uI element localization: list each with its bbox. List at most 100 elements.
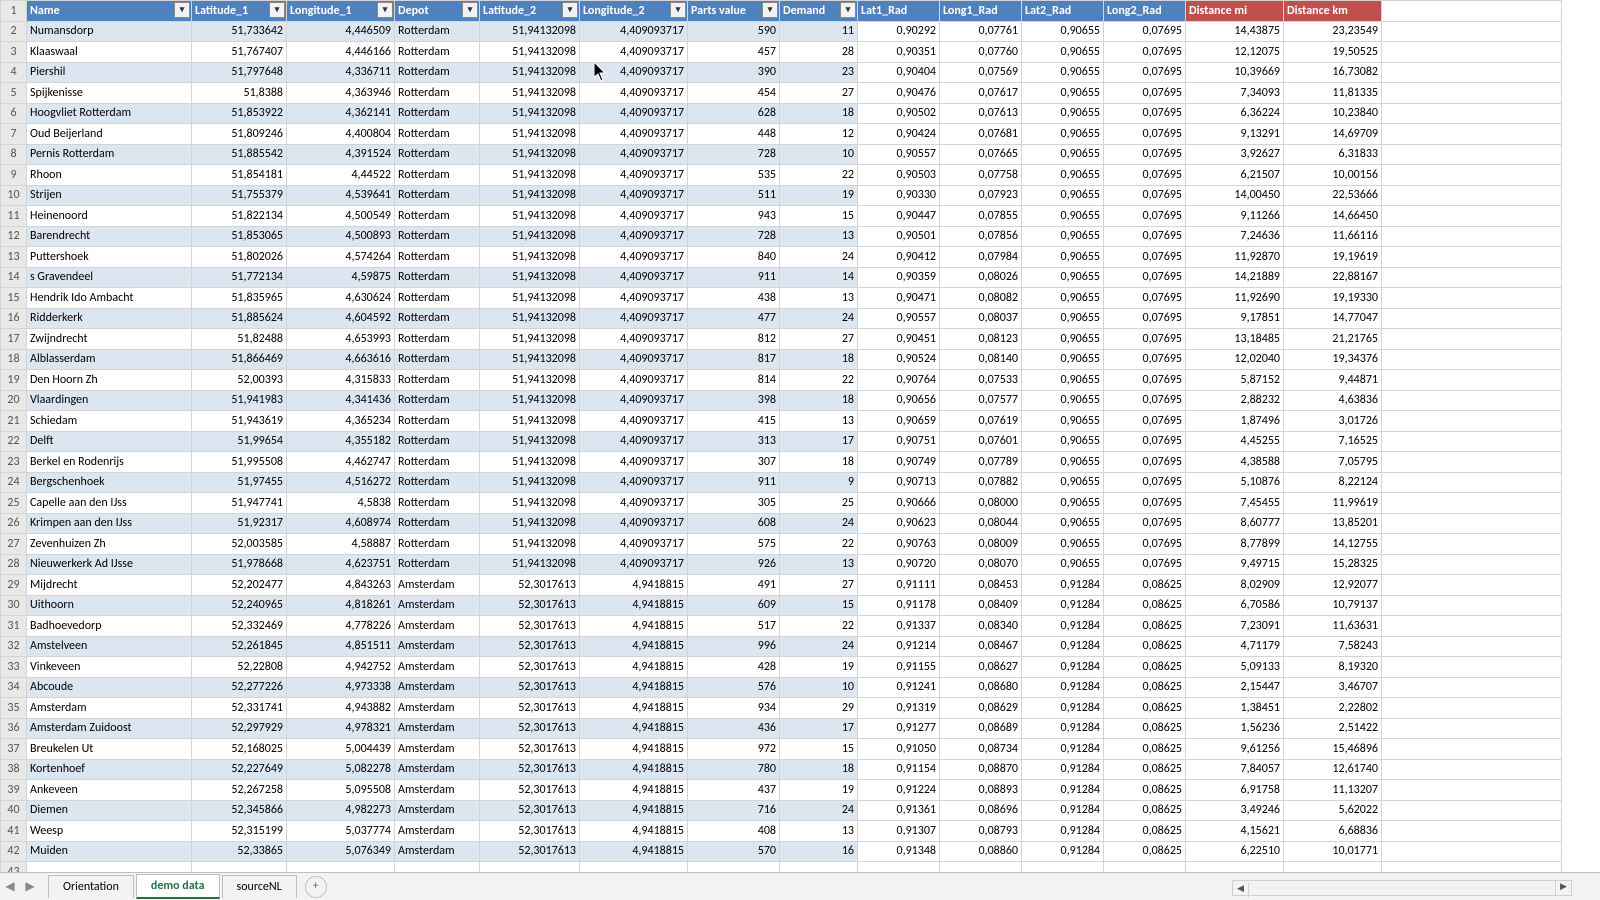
cell-lat2[interactable]: 52,3017613	[480, 677, 580, 698]
cell-lon1r[interactable]: 0,08680	[940, 677, 1022, 698]
cell-depot[interactable]: Amsterdam	[395, 800, 480, 821]
cell-lon1[interactable]: 4,341436	[287, 390, 395, 411]
cell-name[interactable]: Oud Beijerland	[27, 124, 192, 145]
cell-lon1r[interactable]: 0,08627	[940, 657, 1022, 678]
cell-depot[interactable]: Rotterdam	[395, 267, 480, 288]
row-header[interactable]: 26	[1, 513, 27, 534]
cell-lon2r[interactable]: 0,07695	[1104, 349, 1186, 370]
cell-demand[interactable]: 17	[780, 718, 858, 739]
cell-lat2r[interactable]: 0,90655	[1022, 534, 1104, 555]
cell-lat2r[interactable]: 0,90655	[1022, 165, 1104, 186]
cell-lat1r[interactable]: 0,90351	[858, 42, 940, 63]
cell-lat2r[interactable]: 0,90655	[1022, 21, 1104, 42]
cell-lon2r[interactable]: 0,07695	[1104, 554, 1186, 575]
cell-demand[interactable]: 24	[780, 636, 858, 657]
cell-lon2[interactable]: 4,9418815	[580, 616, 688, 637]
cell-demand[interactable]: 15	[780, 595, 858, 616]
cell-lat1[interactable]: 51,853065	[192, 226, 287, 247]
cell-lat1r[interactable]: 0,90751	[858, 431, 940, 452]
table-row[interactable]: 34Abcoude52,2772264,973338Amsterdam52,30…	[1, 677, 1562, 698]
cell-lon1r[interactable]: 0,08629	[940, 698, 1022, 719]
cell-lon1[interactable]: 4,462747	[287, 452, 395, 473]
cell-parts[interactable]: 812	[688, 329, 780, 350]
cell-lon1[interactable]: 4,362141	[287, 103, 395, 124]
row-header[interactable]: 12	[1, 226, 27, 247]
row-header[interactable]: 4	[1, 62, 27, 83]
cell-lon2r[interactable]: 0,07695	[1104, 308, 1186, 329]
cell-dkm[interactable]: 3,46707	[1284, 677, 1382, 698]
cell-dkm[interactable]: 7,16525	[1284, 431, 1382, 452]
cell-lat2[interactable]: 52,3017613	[480, 616, 580, 637]
cell-dkm[interactable]: 3,01726	[1284, 411, 1382, 432]
cell-lon1[interactable]: 4,851511	[287, 636, 395, 657]
cell-lat1r[interactable]: 0,90656	[858, 390, 940, 411]
cell-depot[interactable]: Rotterdam	[395, 411, 480, 432]
row-header[interactable]: 22	[1, 431, 27, 452]
cell-lon2[interactable]: 4,409093717	[580, 165, 688, 186]
cell-lon2[interactable]: 4,9418815	[580, 718, 688, 739]
table-row[interactable]: 21Schiedam51,9436194,365234Rotterdam51,9…	[1, 411, 1562, 432]
cell-lat2[interactable]: 51,94132098	[480, 165, 580, 186]
cell-lon1[interactable]: 5,037774	[287, 821, 395, 842]
grid-area[interactable]: 1 NameLatitude_1Longitude_1DepotLatitude…	[0, 0, 1600, 872]
table-row[interactable]: 5Spijkenisse51,83884,363946Rotterdam51,9…	[1, 83, 1562, 104]
cell-lon2r[interactable]: 0,07695	[1104, 267, 1186, 288]
cell-dmi[interactable]: 11,92690	[1186, 288, 1284, 309]
cell-lon1r[interactable]: 0,08140	[940, 349, 1022, 370]
cell-name[interactable]: Ankeveen	[27, 780, 192, 801]
cell-lat1r[interactable]: 0,90720	[858, 554, 940, 575]
cell-lat2r[interactable]: 0,90655	[1022, 390, 1104, 411]
cell-lat2[interactable]: 51,94132098	[480, 288, 580, 309]
cell-lat2[interactable]: 51,94132098	[480, 83, 580, 104]
cell-lat1r[interactable]: 0,90292	[858, 21, 940, 42]
cell-name[interactable]: Amstelveen	[27, 636, 192, 657]
cell-lon2r[interactable]: 0,08625	[1104, 698, 1186, 719]
cell-name[interactable]: Abcoude	[27, 677, 192, 698]
cell-lat1[interactable]: 51,802026	[192, 247, 287, 268]
cell-depot[interactable]: Amsterdam	[395, 657, 480, 678]
cell-name[interactable]: Berkel en Rodenrijs	[27, 452, 192, 473]
cell-lat1r[interactable]: 0,90666	[858, 493, 940, 514]
cell-lon1r[interactable]: 0,08793	[940, 821, 1022, 842]
cell-lat2r[interactable]: 0,91284	[1022, 718, 1104, 739]
cell-parts[interactable]: 438	[688, 288, 780, 309]
cell-dmi[interactable]: 4,71179	[1186, 636, 1284, 657]
cell-dmi[interactable]: 5,09133	[1186, 657, 1284, 678]
cell-parts[interactable]: 911	[688, 267, 780, 288]
row-header[interactable]: 16	[1, 308, 27, 329]
table-row[interactable]: 24Bergschenhoek51,974554,516272Rotterdam…	[1, 472, 1562, 493]
cell-parts[interactable]: 457	[688, 42, 780, 63]
cell-lat2r[interactable]: 0,91284	[1022, 698, 1104, 719]
cell-name[interactable]: Weesp	[27, 821, 192, 842]
cell-lon2[interactable]: 4,409093717	[580, 103, 688, 124]
cell-lon2r[interactable]: 0,07695	[1104, 206, 1186, 227]
cell-depot[interactable]: Amsterdam	[395, 780, 480, 801]
cell-demand[interactable]: 13	[780, 821, 858, 842]
cell-demand[interactable]: 28	[780, 42, 858, 63]
cell-lat2r[interactable]: 0,91284	[1022, 677, 1104, 698]
cell-name[interactable]: Zevenhuizen Zh	[27, 534, 192, 555]
cell-lon2[interactable]: 4,409093717	[580, 513, 688, 534]
cell-lat2[interactable]: 51,94132098	[480, 370, 580, 391]
cell-dkm[interactable]: 5,62022	[1284, 800, 1382, 821]
cell-depot[interactable]: Rotterdam	[395, 349, 480, 370]
cell-lat1r[interactable]: 0,90659	[858, 411, 940, 432]
cell-name[interactable]: Schiedam	[27, 411, 192, 432]
cell-lat1[interactable]: 52,168025	[192, 739, 287, 760]
cell-demand[interactable]: 19	[780, 780, 858, 801]
cell-dmi[interactable]: 13,18485	[1186, 329, 1284, 350]
cell-parts[interactable]: 840	[688, 247, 780, 268]
cell-lat2r[interactable]: 0,90655	[1022, 124, 1104, 145]
cell-lat1[interactable]: 52,227649	[192, 759, 287, 780]
row-header[interactable]: 40	[1, 800, 27, 821]
cell-demand[interactable]: 24	[780, 247, 858, 268]
cell-depot[interactable]: Rotterdam	[395, 247, 480, 268]
cell-dmi[interactable]: 5,87152	[1186, 370, 1284, 391]
cell-lat1r[interactable]: 0,90557	[858, 308, 940, 329]
sheet-tab-orientation[interactable]: Orientation	[48, 875, 134, 898]
cell-depot[interactable]: Amsterdam	[395, 595, 480, 616]
cell-lon1r[interactable]: 0,08082	[940, 288, 1022, 309]
cell-dmi[interactable]: 9,61256	[1186, 739, 1284, 760]
cell-lon2r[interactable]: 0,07695	[1104, 329, 1186, 350]
scroll-right-button[interactable]: ▶	[1555, 881, 1571, 895]
